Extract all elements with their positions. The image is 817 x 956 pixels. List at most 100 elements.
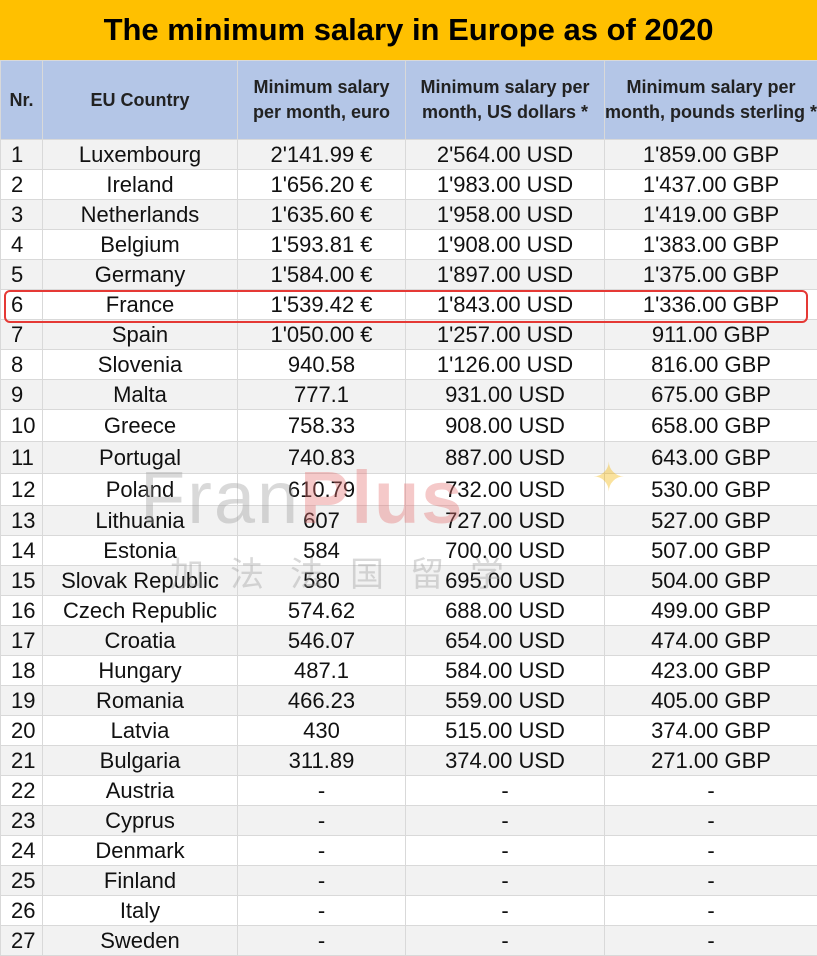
cell-eur: 311.89: [238, 746, 406, 776]
cell-nr: 14: [1, 536, 43, 566]
cell-gbp: 1'383.00 GBP: [605, 230, 817, 260]
cell-eur: 740.83: [238, 442, 406, 474]
cell-eur: -: [238, 836, 406, 866]
cell-gbp: 474.00 GBP: [605, 626, 817, 656]
cell-gbp: -: [605, 926, 817, 956]
cell-nr: 9: [1, 380, 43, 410]
cell-gbp: -: [605, 776, 817, 806]
cell-nr: 26: [1, 896, 43, 926]
cell-gbp: 1'437.00 GBP: [605, 170, 817, 200]
cell-usd: 732.00 USD: [406, 474, 605, 506]
cell-gbp: 507.00 GBP: [605, 536, 817, 566]
cell-usd: 688.00 USD: [406, 596, 605, 626]
cell-country: Slovenia: [43, 350, 238, 380]
cell-usd: -: [406, 926, 605, 956]
cell-gbp: 675.00 GBP: [605, 380, 817, 410]
cell-usd: -: [406, 866, 605, 896]
cell-eur: 1'635.60 €: [238, 200, 406, 230]
cell-gbp: 1'419.00 GBP: [605, 200, 817, 230]
cell-usd: 700.00 USD: [406, 536, 605, 566]
cell-eur: 487.1: [238, 656, 406, 686]
cell-nr: 2: [1, 170, 43, 200]
cell-gbp: 1'336.00 GBP: [605, 290, 817, 320]
header-country: EU Country: [43, 61, 238, 140]
cell-nr: 21: [1, 746, 43, 776]
cell-eur: 940.58: [238, 350, 406, 380]
cell-nr: 1: [1, 140, 43, 170]
cell-country: Czech Republic: [43, 596, 238, 626]
cell-nr: 10: [1, 410, 43, 442]
cell-usd: 515.00 USD: [406, 716, 605, 746]
cell-country: Hungary: [43, 656, 238, 686]
cell-eur: 1'050.00 €: [238, 320, 406, 350]
cell-eur: 430: [238, 716, 406, 746]
cell-usd: 2'564.00 USD: [406, 140, 605, 170]
cell-usd: 887.00 USD: [406, 442, 605, 474]
cell-usd: 931.00 USD: [406, 380, 605, 410]
cell-gbp: -: [605, 836, 817, 866]
cell-eur: 777.1: [238, 380, 406, 410]
cell-gbp: 530.00 GBP: [605, 474, 817, 506]
cell-nr: 6: [1, 290, 43, 320]
cell-country: Sweden: [43, 926, 238, 956]
cell-nr: 18: [1, 656, 43, 686]
cell-nr: 27: [1, 926, 43, 956]
salary-table: Nr. EU Country Minimum salary per month,…: [0, 60, 817, 956]
cell-country: Austria: [43, 776, 238, 806]
cell-nr: 3: [1, 200, 43, 230]
cell-country: Denmark: [43, 836, 238, 866]
cell-nr: 11: [1, 442, 43, 474]
cell-nr: 19: [1, 686, 43, 716]
cell-nr: 25: [1, 866, 43, 896]
cell-usd: 374.00 USD: [406, 746, 605, 776]
cell-nr: 20: [1, 716, 43, 746]
cell-usd: 584.00 USD: [406, 656, 605, 686]
cell-country: Luxembourg: [43, 140, 238, 170]
cell-country: France: [43, 290, 238, 320]
table-header: Nr. EU Country Minimum salary per month,…: [1, 61, 817, 140]
cell-gbp: 374.00 GBP: [605, 716, 817, 746]
header-nr: Nr.: [1, 61, 43, 140]
cell-country: Croatia: [43, 626, 238, 656]
cell-gbp: 643.00 GBP: [605, 442, 817, 474]
cell-country: Netherlands: [43, 200, 238, 230]
cell-eur: 1'584.00 €: [238, 260, 406, 290]
cell-eur: 580: [238, 566, 406, 596]
cell-nr: 8: [1, 350, 43, 380]
cell-eur: 584: [238, 536, 406, 566]
cell-eur: 758.33: [238, 410, 406, 442]
cell-eur: -: [238, 806, 406, 836]
header-usd: Minimum salary per month, US dollars *: [406, 61, 605, 140]
cell-eur: -: [238, 866, 406, 896]
cell-usd: -: [406, 806, 605, 836]
cell-country: Bulgaria: [43, 746, 238, 776]
cell-eur: 1'656.20 €: [238, 170, 406, 200]
cell-nr: 17: [1, 626, 43, 656]
cell-country: Belgium: [43, 230, 238, 260]
cell-gbp: 1'859.00 GBP: [605, 140, 817, 170]
cell-usd: 654.00 USD: [406, 626, 605, 656]
cell-gbp: 271.00 GBP: [605, 746, 817, 776]
cell-usd: 727.00 USD: [406, 506, 605, 536]
cell-nr: 24: [1, 836, 43, 866]
cell-usd: 559.00 USD: [406, 686, 605, 716]
cell-nr: 7: [1, 320, 43, 350]
cell-usd: -: [406, 896, 605, 926]
cell-gbp: 658.00 GBP: [605, 410, 817, 442]
cell-usd: 908.00 USD: [406, 410, 605, 442]
cell-gbp: -: [605, 806, 817, 836]
